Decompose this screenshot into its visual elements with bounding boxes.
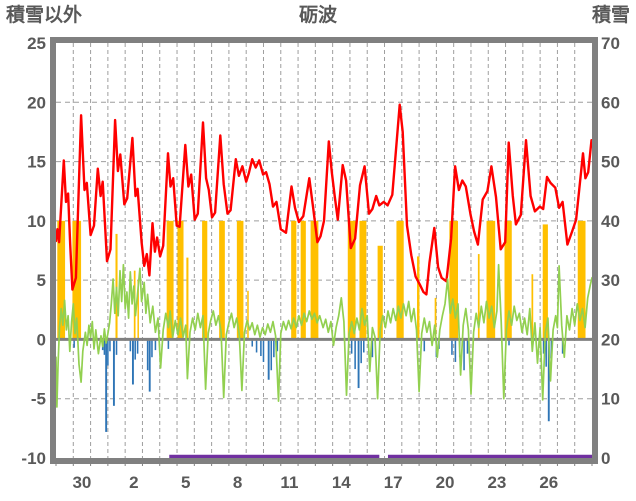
left-axis-title: 積雪以外 [6, 5, 83, 26]
left-tick-label: 0 [37, 330, 46, 349]
x-tick-label: 26 [539, 473, 558, 492]
right-tick-label: 50 [601, 153, 620, 172]
x-tick-label: 30 [72, 473, 91, 492]
left-axis-tick-labels: 25 20 15 10 5 0 -5 -10 [21, 34, 46, 468]
x-tick-label: 5 [181, 473, 190, 492]
right-axis-tick-labels: 70 60 50 40 30 20 10 0 [601, 34, 620, 468]
left-tick-label: -10 [21, 449, 46, 468]
left-tick-label: 20 [27, 93, 46, 112]
x-tick-label: 23 [487, 473, 506, 492]
x-axis-tick-labels: 30 2 5 8 11 14 17 20 23 26 [72, 473, 558, 492]
x-tick-label: 2 [129, 473, 138, 492]
right-tick-label: 30 [601, 271, 620, 290]
left-tick-label: 15 [27, 153, 46, 172]
right-tick-label: 60 [601, 93, 620, 112]
x-tick-label: 14 [332, 473, 351, 492]
x-axis-ticks [55, 461, 593, 466]
x-tick-label: 17 [384, 473, 403, 492]
x-tick-label: 8 [233, 473, 242, 492]
left-tick-label: 5 [37, 271, 46, 290]
x-tick-label: 20 [436, 473, 455, 492]
left-tick-label: -5 [31, 390, 46, 409]
right-tick-label: 0 [601, 449, 610, 468]
x-tick-label: 11 [280, 473, 298, 492]
vertical-gridlines [72, 43, 576, 458]
plot-frame [50, 37, 598, 464]
series-blue-bars [73, 339, 564, 432]
left-tick-label: 25 [27, 34, 46, 53]
series-red-line [54, 103, 593, 296]
series-yellow-bars [57, 220, 586, 340]
right-tick-label: 20 [601, 330, 620, 349]
right-axis-title: 積雪 [591, 5, 630, 26]
right-tick-label: 70 [601, 34, 620, 53]
right-tick-label: 40 [601, 212, 620, 231]
chart-title: 砺波 [298, 5, 337, 26]
series-green-line [55, 263, 593, 408]
left-tick-label: 10 [27, 212, 46, 231]
right-tick-label: 10 [601, 390, 620, 409]
